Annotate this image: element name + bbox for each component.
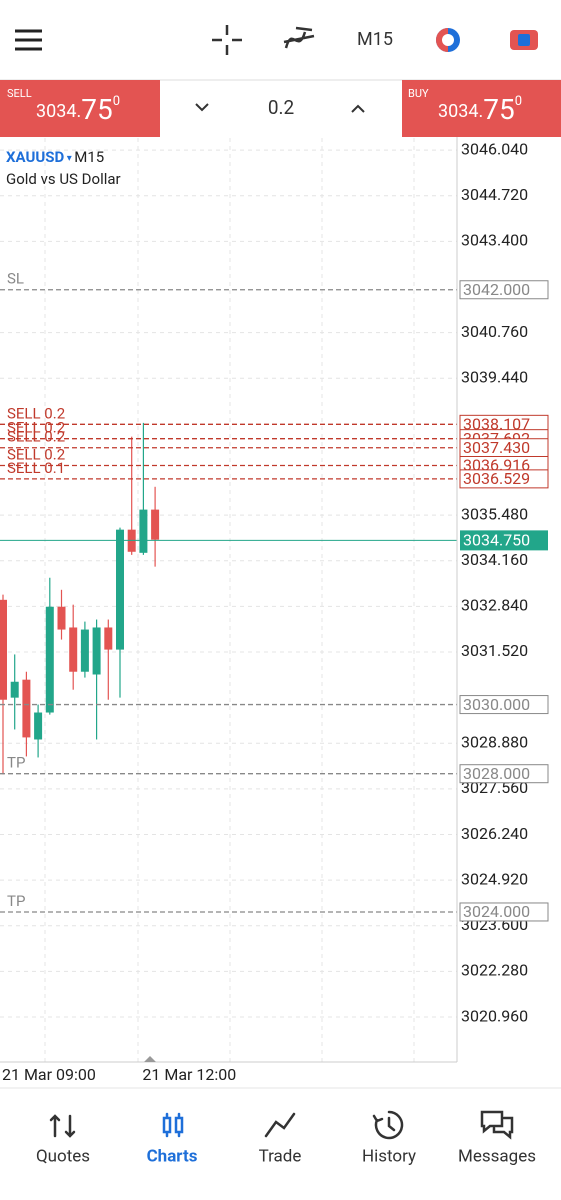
symbol: XAUUSD ▾ M15 [6, 148, 104, 166]
sell-label: SELL [7, 87, 32, 100]
y-tick-label: 3032.840 [461, 596, 528, 615]
nav-icon[interactable] [162, 1112, 184, 1138]
sell-button[interactable] [0, 80, 160, 137]
nav-icon[interactable] [372, 1110, 404, 1140]
level-label-box [459, 280, 549, 300]
volume[interactable]: 0.2 [268, 96, 294, 119]
bottom-nav: Quotes Charts Trade History Messages [36, 1110, 536, 1166]
candle-body [45, 606, 54, 713]
candle-body [151, 509, 160, 540]
one-click-button[interactable] [510, 30, 538, 50]
y-tick-label: 3020.960 [461, 1006, 528, 1025]
y-tick-label: 3031.520 [461, 641, 528, 660]
level-name: SELL 0.2 [7, 445, 65, 463]
nav-icon[interactable] [264, 1112, 296, 1138]
y-tick-label: 3043.400 [461, 231, 528, 250]
y-tick-label: 3040.760 [461, 322, 528, 341]
candle-body [92, 627, 101, 675]
level-label-box [459, 902, 549, 922]
candle-body [104, 627, 113, 650]
candle-body [139, 509, 148, 553]
level-label-box [459, 764, 549, 784]
candle-body [80, 629, 89, 672]
y-tick-label: 3035.480 [461, 504, 528, 523]
y-tick-label: 3046.040 [461, 139, 528, 158]
candle-body [22, 679, 31, 738]
y-tick-label: 3039.440 [461, 367, 528, 386]
nav-icon[interactable] [480, 1110, 514, 1140]
nav-label[interactable]: History [362, 1146, 416, 1166]
candle-body [69, 627, 78, 672]
level-name: SELL 0.1 [7, 459, 65, 477]
level-label-box [459, 469, 549, 489]
y-tick-label: 3026.240 [461, 824, 528, 843]
level-name: SELL 0.2 [7, 404, 65, 422]
level-label: 3028.000 [463, 764, 530, 783]
crosshair-button[interactable] [212, 25, 242, 55]
y-tick-label: 3044.720 [461, 185, 528, 204]
grid [0, 138, 457, 1062]
current-price-label: 3034.750 [463, 531, 530, 550]
y-tick-label: 3024.920 [461, 869, 528, 888]
level-name: TP [7, 754, 25, 772]
level-label: 3024.000 [463, 902, 530, 921]
level-label: 3038.107 [463, 415, 530, 434]
buy-button[interactable] [402, 80, 561, 137]
x-tick-label: 21 Mar 12:00 [142, 1065, 236, 1084]
level-name: SELL 0.2 [7, 428, 65, 446]
x-tick-label: 21 Mar 09:00 [2, 1065, 96, 1084]
candle-body [10, 681, 19, 698]
level-label-box [459, 695, 549, 715]
menu-button[interactable] [15, 29, 42, 51]
trade-button[interactable] [436, 28, 460, 52]
buy-label: BUY [408, 87, 429, 100]
nav-label[interactable]: Messages [458, 1146, 536, 1166]
buy-price: 3034.750 [438, 93, 522, 126]
level-name: SELL 0.2 [7, 419, 65, 437]
candle-body [116, 529, 124, 650]
current-price-box [460, 530, 548, 551]
volume-up[interactable] [351, 104, 365, 113]
time-marker [144, 1056, 156, 1062]
volume-down[interactable] [195, 103, 209, 112]
y-tick-label: 3034.160 [461, 550, 528, 569]
level-label: 3037.430 [463, 438, 530, 457]
y-tick-label: 3028.880 [461, 733, 528, 752]
candle-body [34, 712, 43, 740]
indicators-button[interactable] [283, 26, 315, 49]
candle-body [0, 599, 7, 700]
level-label: 3042.000 [463, 280, 530, 299]
level-label: 3030.000 [463, 695, 530, 714]
y-tick-label: 3022.280 [461, 961, 528, 980]
nav-label[interactable]: Quotes [36, 1146, 90, 1166]
nav-label[interactable]: Charts [147, 1146, 198, 1166]
timeframe-button[interactable]: M15 [357, 29, 393, 50]
sell-price: 3034.750 [36, 93, 120, 126]
candle-body [57, 606, 66, 630]
nav-label[interactable]: Trade [259, 1146, 302, 1166]
subtitle: Gold vs US Dollar [6, 170, 121, 188]
level-name: SL [7, 270, 24, 288]
level-name: TP [7, 892, 25, 910]
level-label: 3036.529 [463, 469, 530, 488]
nav-icon[interactable] [49, 1114, 76, 1138]
